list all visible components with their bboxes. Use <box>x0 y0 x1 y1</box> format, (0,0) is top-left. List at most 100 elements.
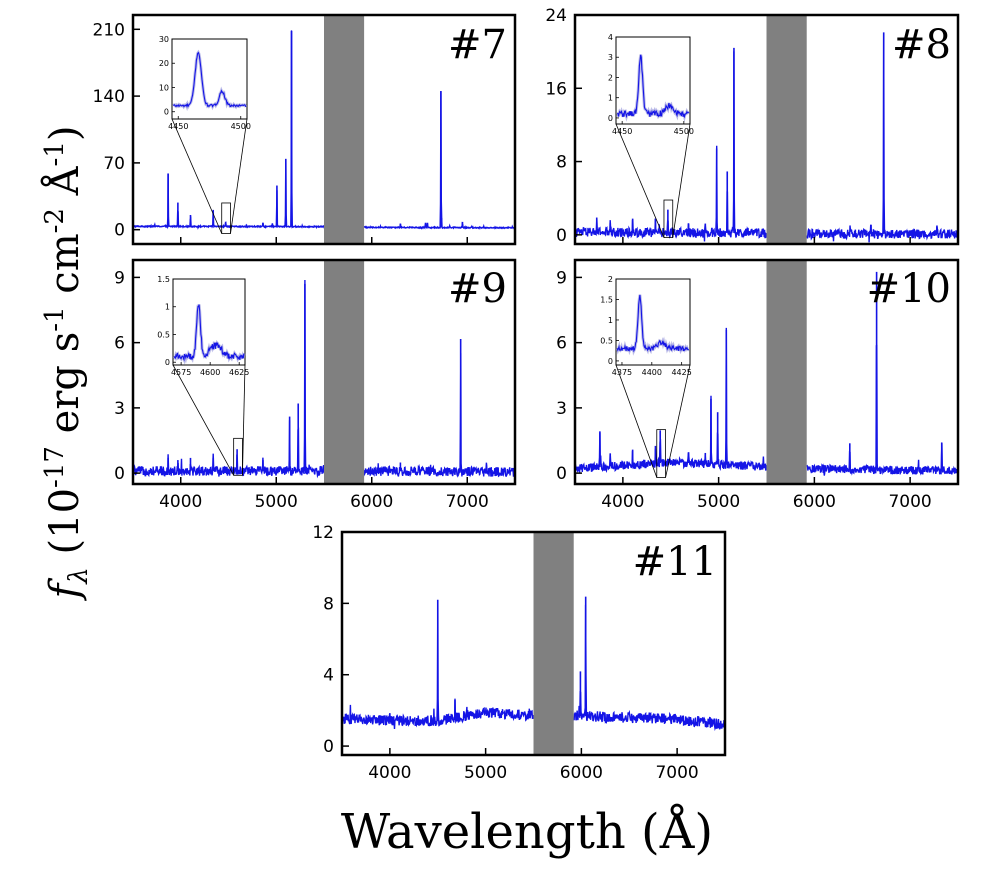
y-tick-label: 0 <box>556 464 567 484</box>
x-tick-label: 5000 <box>697 492 740 512</box>
masked-region <box>766 260 807 484</box>
plot-frame <box>340 530 727 757</box>
inset-x-tick-label: 4450 <box>168 122 188 131</box>
zoom-connector <box>615 364 658 478</box>
spectrum-line <box>133 279 515 479</box>
x-tick-label: 5000 <box>464 763 507 783</box>
inset-y-tick-label: 2 <box>608 275 613 284</box>
y-tick-label: 24 <box>545 6 567 26</box>
x-tick-label: 6000 <box>793 492 836 512</box>
plot-frame <box>131 13 517 246</box>
zoom-connector <box>242 364 246 476</box>
panel-p11: 0 4 8 12 4000 5000 6000 7000 #11 <box>312 523 727 783</box>
y-tick-label: 0 <box>114 221 125 241</box>
inset-x-tick-label: 4625 <box>229 368 249 377</box>
inset-y-tick-label: 1 <box>608 316 613 325</box>
inset-y-tick-label: 4 <box>608 33 613 42</box>
inset-y-tick-label: 2 <box>608 73 613 82</box>
inset-y-tick-label: 0 <box>165 358 170 367</box>
x-axis-label: Wavelength (Å) <box>341 803 713 860</box>
inset-x-tick-label: 4600 <box>200 368 220 377</box>
inset-y-tick-label: 0 <box>608 357 613 366</box>
inset-y-tick-label: 1.5 <box>600 295 613 304</box>
panel-label: #9 <box>448 266 507 312</box>
x-tick-label: 7000 <box>655 763 698 783</box>
x-tick-label: 7000 <box>446 492 489 512</box>
masked-region <box>533 532 574 755</box>
y-tick-label: 16 <box>545 79 567 99</box>
inset-spectrum <box>173 304 245 362</box>
x-tick-label: 6000 <box>560 763 603 783</box>
y-axis-label: fλ (10-17 erg s-1 cm-2 Å-1) <box>40 126 94 602</box>
y-tick-label: 8 <box>323 594 334 614</box>
inset-p10: 0 0.5 1 1.5 2 4375 4400 4425 <box>600 275 692 377</box>
inset-x-tick-label: 4400 <box>642 368 662 377</box>
x-tick-label: 4000 <box>159 492 202 512</box>
masked-region <box>324 15 365 244</box>
inset-y-tick-label: 1 <box>608 94 613 103</box>
inset-spectrum <box>616 294 689 353</box>
y-tick-label: 12 <box>312 523 334 543</box>
y-tick-label: 9 <box>114 268 125 288</box>
zoom-connector <box>172 364 235 476</box>
zoom-connector <box>615 123 665 238</box>
panel-label: #8 <box>892 22 951 68</box>
x-tick-label: 4000 <box>601 492 644 512</box>
inset-y-tick-label: 10 <box>159 83 169 92</box>
y-tick-label: 6 <box>114 334 125 354</box>
plot-frame <box>573 13 960 246</box>
panel-label: #10 <box>867 266 951 312</box>
inset-p9: 0 0.5 1 1.5 4575 4600 4625 <box>157 275 249 377</box>
panel-label: #7 <box>448 22 507 68</box>
inset-p8: 0 1 2 3 4 4450 4500 <box>608 33 694 136</box>
inset-y-tick-label: 0 <box>164 108 169 117</box>
y-tick-label: 3 <box>114 399 125 419</box>
inset-x-tick-label: 4500 <box>231 122 251 131</box>
zoom-box <box>221 202 231 234</box>
inset-x-tick-label: 4575 <box>171 368 191 377</box>
inset-spectrum <box>172 51 247 109</box>
inset-y-tick-label: 20 <box>159 59 169 68</box>
panel-p10: 0 3 6 9 4000 5000 6000 7000 #10 0 0.5 1 1.5 2 4375 4400… <box>556 258 960 512</box>
x-tick-label: 4000 <box>368 763 411 783</box>
panel-p8: 0 8 16 24 #8 0 1 2 3 4 4450 4500 <box>545 6 960 246</box>
inset-x-tick-label: 4375 <box>612 368 632 377</box>
zoom-box <box>663 199 674 238</box>
x-tick-label: 5000 <box>255 492 298 512</box>
panel-p7: 0 70 140 210 #7 0 10 20 30 4450 4500 <box>93 13 517 246</box>
y-tick-label: 3 <box>556 399 567 419</box>
y-tick-label: 9 <box>556 268 567 288</box>
spectrum-line <box>575 327 958 476</box>
y-tick-label: 4 <box>323 666 334 686</box>
inset-x-tick-label: 4500 <box>674 127 694 136</box>
zoom-connector <box>665 364 691 478</box>
inset-y-tick-label: 1.5 <box>157 275 170 284</box>
y-tick-label: 210 <box>93 20 125 40</box>
y-tick-label: 8 <box>556 153 567 173</box>
inset-y-tick-label: 3 <box>608 53 613 62</box>
x-tick-label: 6000 <box>350 492 393 512</box>
y-tick-label: 140 <box>93 87 125 107</box>
zoom-connector <box>672 123 691 238</box>
inset-x-tick-label: 4450 <box>612 127 632 136</box>
y-tick-label: 70 <box>103 154 125 174</box>
zoom-connector <box>230 118 248 234</box>
inset-x-tick-label: 4425 <box>671 368 691 377</box>
y-tick-label: 0 <box>323 737 334 757</box>
plot-frame <box>573 258 960 486</box>
inset-y-tick-label: 1 <box>165 303 170 312</box>
panel-p9: 0 3 6 9 4000 5000 6000 7000 #9 0 0.5 1 1.5 4575 4600 46… <box>114 258 517 512</box>
inset-y-tick-label: 30 <box>159 35 169 44</box>
inset-y-tick-label: 0.5 <box>157 330 170 339</box>
y-tick-label: 0 <box>114 464 125 484</box>
inset-spectrum <box>617 54 690 119</box>
inset-p7: 0 10 20 30 4450 4500 <box>159 35 251 131</box>
plot-frame <box>131 258 517 486</box>
x-tick-label: 7000 <box>888 492 931 512</box>
inset-frame <box>615 278 691 366</box>
y-tick-label: 6 <box>556 334 567 354</box>
masked-region <box>766 15 807 244</box>
panel-label: #11 <box>633 539 717 585</box>
